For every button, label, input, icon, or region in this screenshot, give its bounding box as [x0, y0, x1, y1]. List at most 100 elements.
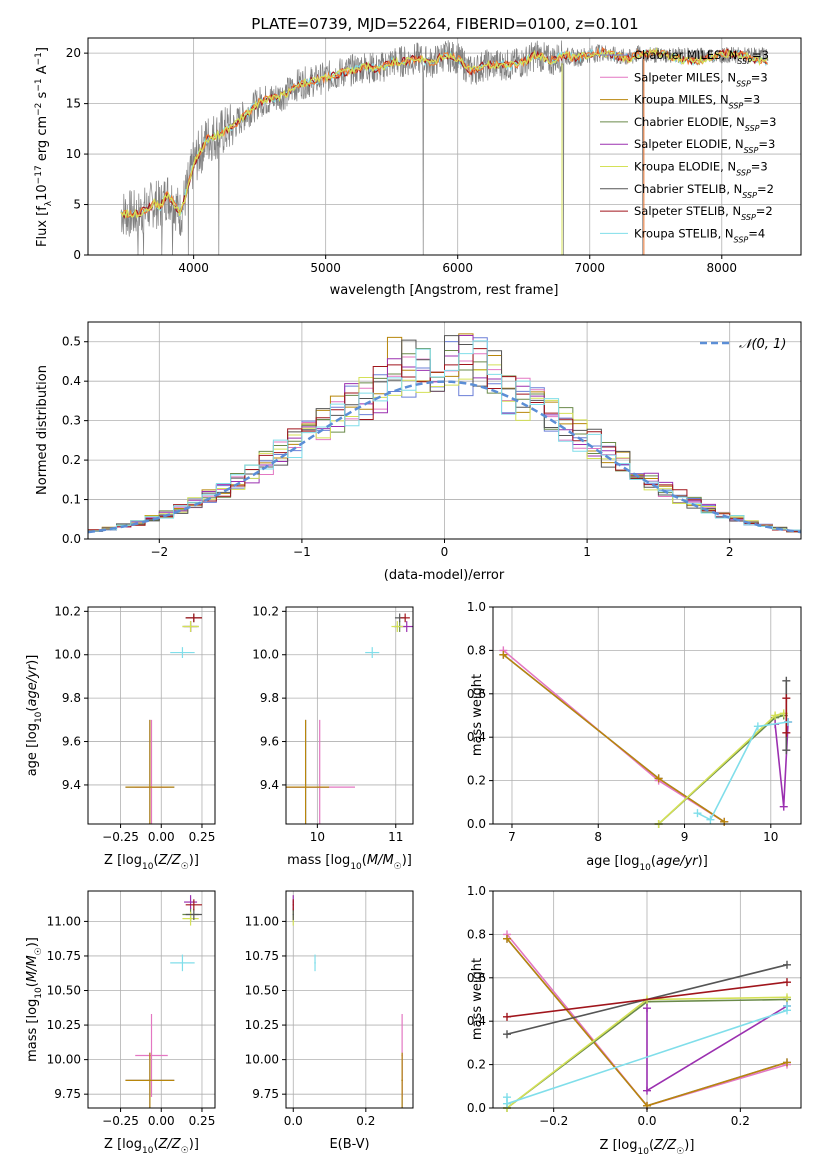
legend-entry: Salpeter MILES, NSSP=3 — [634, 70, 768, 88]
weight-point-marker — [499, 650, 508, 659]
axes-frame — [87, 606, 216, 825]
axis-label-part: 10 — [34, 987, 44, 999]
axes-frame — [285, 606, 414, 825]
axis-label-part: 10 — [639, 863, 651, 873]
legend-entry: Salpeter ELODIE, NSSP=3 — [634, 137, 775, 155]
weight-point-marker — [783, 1058, 791, 1067]
axis-label-part: age [log — [25, 723, 40, 776]
legend-entry: Chabrier STELIB, NSSP=2 — [634, 182, 774, 200]
weight-point-marker — [782, 676, 791, 685]
axis-label-part: ( — [651, 854, 656, 869]
y-tick-label: 11.00 — [245, 914, 279, 928]
y-tick-label: 9.6 — [260, 735, 279, 749]
y-tick-label: 9.6 — [62, 735, 81, 749]
legend-text: =3 — [758, 137, 775, 151]
legend-text: Chabrier STELIB, N — [634, 182, 742, 196]
axis-label-part: age/yr — [656, 854, 699, 869]
axis-label-part: ( — [649, 1138, 654, 1153]
y-tick-label: 0.2 — [62, 453, 81, 467]
y-tick-label: 1.0 — [467, 884, 486, 898]
x-tick-label: 1 — [583, 545, 591, 559]
spectrum-panel: 4000 5000 6000 7000 8000 0 5 10 15 20 Chabrier MIL… — [34, 37, 802, 298]
y-tick-label: 0.0 — [467, 1101, 486, 1115]
x-tick-label: 8000 — [707, 261, 738, 275]
legend-entry: Salpeter STELIB, NSSP=2 — [634, 204, 773, 222]
x-tick-label: 7 — [508, 830, 516, 844]
weight-point-marker — [693, 809, 702, 818]
axis-label-part: ☉ — [394, 862, 402, 872]
x-tick-label: 5000 — [310, 261, 341, 275]
axis-label-part: 10 — [142, 862, 154, 872]
x-tick-label: 0.00 — [148, 1114, 175, 1128]
axes-frame — [87, 890, 216, 1109]
axis-label-part: )] — [698, 854, 708, 869]
axis-label-part: ( — [25, 982, 40, 987]
spectrum-model-line — [120, 47, 769, 220]
axis-label-part: Z [log — [104, 1137, 142, 1152]
axis-label-part: E(B-V) — [329, 1137, 369, 1152]
y-tick-label: 0.0 — [467, 817, 486, 831]
legend-text: Kroupa ELODIE, N — [634, 160, 736, 174]
axis-label-part: erg cm — [35, 116, 50, 165]
y-tick-label: 9.75 — [54, 1087, 81, 1101]
axis-label-part: mass [log — [287, 853, 350, 868]
y-tick-label: 0.1 — [62, 493, 81, 507]
legend-text: =4 — [748, 226, 765, 240]
y-tick-label: 0.4 — [62, 374, 81, 388]
y-axis-label: mass [log10(M/M☉)] — [25, 937, 44, 1062]
x-tick-label: −1 — [293, 545, 311, 559]
weight-point-marker — [783, 978, 791, 987]
histogram-series — [87, 340, 802, 539]
axes-frame — [87, 37, 802, 256]
y-tick-label: 9.4 — [62, 778, 81, 792]
legend-text: Salpeter MILES, N — [634, 70, 736, 84]
x-tick-label: 7000 — [574, 261, 605, 275]
weight-point-marker — [643, 1004, 651, 1013]
weight-point-marker — [503, 934, 511, 943]
weight-series-line — [658, 712, 784, 825]
axis-label-part: )] — [684, 1138, 694, 1153]
axis-label-part: )] — [402, 853, 412, 868]
weight-point-marker — [706, 815, 715, 824]
axis-label-part: 10 — [35, 184, 50, 201]
legend-subscript: SSP — [734, 235, 749, 244]
weight-vs-metallicity-panel: −0.2 0.0 0.2 0.0 0.2 0.4 0.6 0.8 1.0 Z [log10(Z/Z… — [467, 884, 802, 1157]
y-tick-label: 9.8 — [62, 691, 81, 705]
legend-text: =3 — [751, 70, 768, 84]
figure-title: PLATE=0739, MJD=52264, FIBERID=0100, z=0… — [251, 15, 638, 33]
x-tick-label: 10 — [310, 830, 325, 844]
axis-label-part: Normed distribution — [35, 365, 50, 495]
legend-text: =2 — [757, 182, 774, 196]
x-tick-label: 0.2 — [356, 1114, 375, 1128]
y-tick-label: 10.00 — [245, 1053, 279, 1067]
weight-point-marker — [771, 711, 780, 720]
y-tick-label: 10 — [66, 147, 81, 161]
legend-entry: Kroupa ELODIE, NSSP=3 — [634, 160, 768, 178]
mass-vs-ebv-panel: 0.0 0.2 9.75 10.00 10.25 10.50 10.75 11.00 E(B-V… — [245, 890, 414, 1152]
axes-frame — [492, 606, 802, 825]
axis-label-part: −17 — [34, 165, 44, 184]
y-tick-label: 10.2 — [54, 604, 81, 618]
weight-point-marker — [503, 1099, 511, 1108]
axis-label-part: age/yr — [25, 663, 40, 706]
axis-label-part: )] — [189, 1137, 199, 1152]
y-tick-label: 0.4 — [467, 1014, 486, 1028]
x-tick-label: −0.2 — [539, 1114, 568, 1128]
weight-series-line — [658, 714, 784, 825]
axis-label-part: )] — [25, 937, 40, 947]
y-tick-label: 15 — [66, 97, 81, 111]
axis-label-part: ] — [35, 47, 50, 52]
y-tick-label: 9.75 — [252, 1087, 279, 1101]
axis-label-part: Z/Z — [653, 1138, 677, 1153]
y-tick-label: 11.00 — [47, 914, 81, 928]
legend-text: =3 — [743, 93, 760, 107]
y-tick-label: 0.2 — [467, 1058, 486, 1072]
axis-label-part: mass weight — [470, 674, 485, 756]
axis-label-part: (data-model)/error — [384, 568, 505, 583]
axis-label-part: s — [35, 91, 50, 102]
normal-curve — [87, 380, 802, 534]
y-tick-label: 0 — [73, 248, 81, 262]
y-tick-label: 10.0 — [252, 648, 279, 662]
